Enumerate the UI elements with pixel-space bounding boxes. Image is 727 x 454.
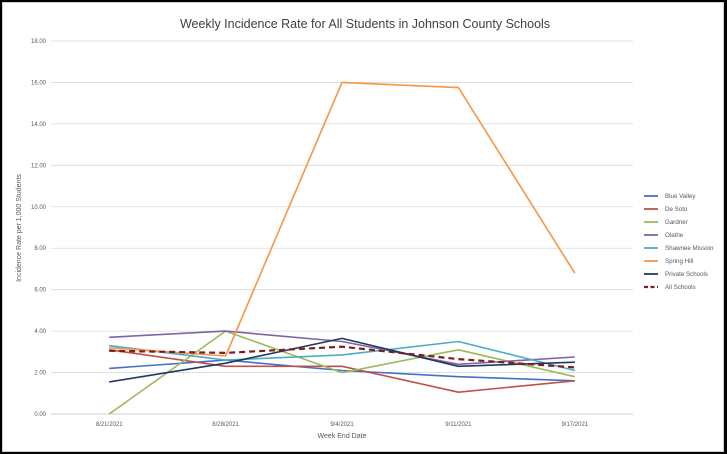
x-tick-label: 9/4/2021 — [330, 422, 354, 428]
series-line-de-soto — [109, 349, 575, 394]
series-line-olathe — [109, 330, 575, 366]
y-tick-label: 12.00 — [31, 163, 47, 169]
series-line-all-schools — [109, 345, 575, 369]
legend-label: All Schools — [665, 284, 696, 291]
legend-label: Gardner — [665, 219, 688, 226]
y-axis-ticks: 0.00 2.00 4.00 6.00 8.00 10.00 12.00 14.00 16.00… — [31, 39, 47, 418]
y-axis-label: Incidence Rate per 1,000 Students — [16, 174, 23, 282]
x-tick-label: 9/11/2021 — [445, 422, 472, 428]
x-tick-label: 8/28/2021 — [212, 422, 239, 428]
series-line-blue-valley — [109, 359, 575, 382]
x-axis-ticks: 8/21/2021 8/28/2021 9/4/2021 9/11/2021 9/17/… — [96, 422, 589, 428]
legend-label: Shawnee Mission — [665, 245, 714, 252]
chart-title: Weekly Incidence Rate for All Students i… — [180, 17, 550, 31]
y-tick-label: 4.00 — [34, 329, 46, 335]
legend: Blue Valley De Soto Gardner Olathe Shawnee M… — [644, 193, 714, 291]
x-axis-label: Week End Date — [318, 433, 367, 440]
legend-label: De Soto — [665, 206, 688, 213]
y-tick-label: 16.00 — [31, 80, 47, 86]
y-tick-label: 18.00 — [31, 39, 47, 45]
series-line-shawnee-mission — [109, 340, 575, 372]
series-line-private-schools — [109, 337, 575, 383]
legend-label: Private Schools — [665, 271, 708, 278]
y-tick-label: 10.00 — [31, 205, 47, 211]
x-tick-label: 8/21/2021 — [96, 422, 123, 428]
x-tick-label: 9/17/2021 — [561, 422, 588, 428]
y-tick-label: 14.00 — [31, 122, 47, 128]
series-line-gardner — [108, 330, 575, 415]
series-lines — [108, 81, 576, 415]
legend-label: Blue Valley — [665, 193, 696, 200]
series-line-spring-hill — [109, 81, 576, 357]
y-tick-label: 0.00 — [34, 412, 46, 418]
y-tick-label: 8.00 — [34, 246, 46, 252]
line-chart: Weekly Incidence Rate for All Students i… — [16, 17, 714, 440]
legend-label: Olathe — [665, 232, 684, 239]
y-tick-label: 2.00 — [34, 371, 46, 377]
legend-label: Spring Hill — [665, 258, 693, 265]
y-tick-label: 6.00 — [34, 288, 46, 294]
